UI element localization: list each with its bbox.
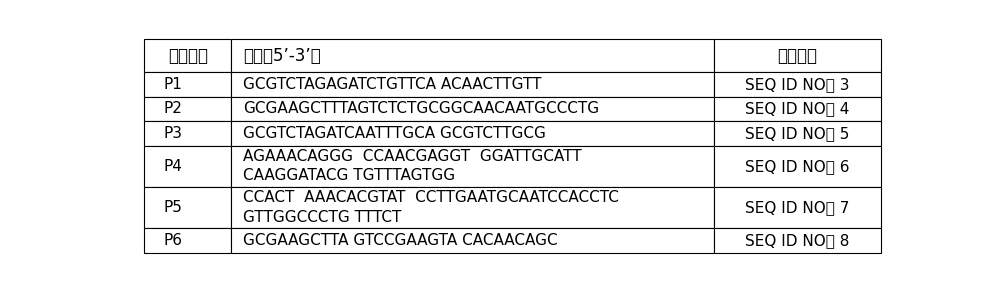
- Text: CCACT  AAACACGTAT  CCTTGAATGCAATCCACCTC
GTTGGCCCTG TTTCT: CCACT AAACACGTAT CCTTGAATGCAATCCACCTC GT…: [243, 190, 619, 225]
- Bar: [144, 97, 231, 121]
- Bar: [231, 228, 714, 253]
- Text: SEQ ID NO： 7: SEQ ID NO： 7: [745, 200, 850, 215]
- Bar: [144, 121, 231, 146]
- Text: P2: P2: [164, 101, 183, 116]
- Bar: [144, 39, 231, 72]
- Text: P3: P3: [164, 126, 183, 141]
- Bar: [714, 187, 881, 228]
- Bar: [144, 121, 231, 146]
- Bar: [144, 187, 231, 228]
- Bar: [714, 121, 881, 146]
- Bar: [714, 39, 881, 72]
- Bar: [231, 146, 714, 187]
- Bar: [714, 121, 881, 146]
- Bar: [144, 39, 231, 72]
- Text: P5: P5: [164, 200, 183, 215]
- Bar: [144, 72, 231, 97]
- Text: GCGTCTAGAGATCTGTTCA ACAACTTGTT: GCGTCTAGAGATCTGTTCA ACAACTTGTT: [243, 77, 541, 92]
- Text: 引物名称: 引物名称: [168, 47, 208, 64]
- Bar: [714, 228, 881, 253]
- Bar: [231, 228, 714, 253]
- Bar: [714, 187, 881, 228]
- Bar: [231, 97, 714, 121]
- Bar: [231, 146, 714, 187]
- Text: SEQ ID NO： 8: SEQ ID NO： 8: [745, 233, 850, 248]
- Text: SEQ ID NO： 5: SEQ ID NO： 5: [745, 126, 850, 141]
- Bar: [231, 121, 714, 146]
- Bar: [231, 97, 714, 121]
- Text: SEQ ID NO： 3: SEQ ID NO： 3: [745, 77, 850, 92]
- Bar: [714, 39, 881, 72]
- Bar: [144, 228, 231, 253]
- Text: GCGAAGCTTA GTCCGAAGTA CACAACAGC: GCGAAGCTTA GTCCGAAGTA CACAACAGC: [243, 233, 557, 248]
- Bar: [714, 228, 881, 253]
- Text: SEQ ID NO： 6: SEQ ID NO： 6: [745, 159, 850, 174]
- Bar: [144, 187, 231, 228]
- Bar: [231, 39, 714, 72]
- Bar: [714, 146, 881, 187]
- Bar: [144, 146, 231, 187]
- Text: P6: P6: [164, 233, 183, 248]
- Bar: [231, 72, 714, 97]
- Bar: [714, 72, 881, 97]
- Bar: [714, 146, 881, 187]
- Text: P4: P4: [164, 159, 183, 174]
- Text: 序列（5’-3’）: 序列（5’-3’）: [243, 47, 321, 64]
- Bar: [144, 72, 231, 97]
- Bar: [144, 228, 231, 253]
- Bar: [714, 97, 881, 121]
- Text: AGAAACAGGG  CCAACGAGGT  GGATTGCATT
CAAGGATACG TGTTTAGTGG: AGAAACAGGG CCAACGAGGT GGATTGCATT CAAGGAT…: [243, 149, 581, 183]
- Text: SEQ ID NO： 4: SEQ ID NO： 4: [745, 101, 850, 116]
- Bar: [231, 72, 714, 97]
- Bar: [144, 97, 231, 121]
- Text: GCGTCTAGATCAATTTGCA GCGTCTTGCG: GCGTCTAGATCAATTTGCA GCGTCTTGCG: [243, 126, 546, 141]
- Bar: [231, 121, 714, 146]
- Bar: [714, 97, 881, 121]
- Bar: [231, 187, 714, 228]
- Bar: [231, 39, 714, 72]
- Text: P1: P1: [164, 77, 183, 92]
- Text: 序列编号: 序列编号: [778, 47, 818, 64]
- Bar: [714, 72, 881, 97]
- Bar: [144, 146, 231, 187]
- Bar: [231, 187, 714, 228]
- Text: GCGAAGCTTTAGTCTCTGCGGCAACAATGCCCTG: GCGAAGCTTTAGTCTCTGCGGCAACAATGCCCTG: [243, 101, 599, 116]
